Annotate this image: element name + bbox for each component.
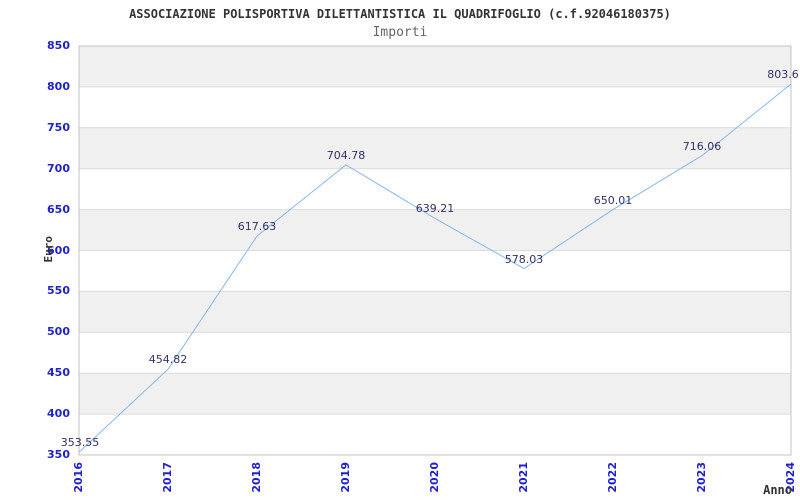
x-tick-label: 2017 <box>161 462 174 493</box>
data-point-label: 650.01 <box>593 193 633 207</box>
y-tick-label: 800 <box>47 79 70 93</box>
y-tick-label: 750 <box>47 120 70 134</box>
data-point-label: 454.82 <box>148 353 188 367</box>
y-tick-label: 650 <box>47 202 70 216</box>
band-stripe <box>79 209 791 251</box>
data-point-label: 353.55 <box>60 436 100 450</box>
y-tick-label: 400 <box>47 407 70 421</box>
band-stripe <box>79 46 791 87</box>
y-axis-title: Euro <box>42 236 55 263</box>
x-tick-label: 2021 <box>517 462 530 493</box>
data-point-label: 716.06 <box>682 139 722 153</box>
y-tick-label: 350 <box>47 448 70 461</box>
data-point-label: 803.6 <box>767 68 799 81</box>
data-point-label: 578.03 <box>504 252 544 266</box>
x-tick-label: 2023 <box>695 462 708 493</box>
x-tick-label: 2020 <box>428 462 441 493</box>
y-tick-label: 700 <box>47 161 70 175</box>
band-stripe <box>79 127 791 169</box>
y-tick-label: 600 <box>47 243 70 257</box>
y-tick-label: 550 <box>47 284 70 298</box>
x-tick-label: 2019 <box>339 462 352 493</box>
data-point-label: 617.63 <box>237 220 277 234</box>
x-tick-label: 2018 <box>250 462 263 493</box>
y-tick-label: 450 <box>47 366 70 380</box>
y-tick-label: 850 <box>47 39 70 52</box>
x-tick-label: 2016 <box>72 462 85 493</box>
x-tick-label: 2022 <box>606 462 619 493</box>
chart-subtitle: Importi <box>372 25 428 40</box>
x-axis-title: Anno <box>763 483 792 497</box>
band-stripe <box>79 373 791 415</box>
y-tick-label: 500 <box>47 325 70 339</box>
band-stripe <box>79 291 791 333</box>
plot-border <box>78 45 792 456</box>
data-point-label: 704.78 <box>326 148 366 162</box>
chart-title: ASSOCIAZIONE POLISPORTIVA DILETTANTISTIC… <box>129 7 671 21</box>
series-line <box>78 83 792 453</box>
data-point-label: 639.21 <box>415 202 455 216</box>
